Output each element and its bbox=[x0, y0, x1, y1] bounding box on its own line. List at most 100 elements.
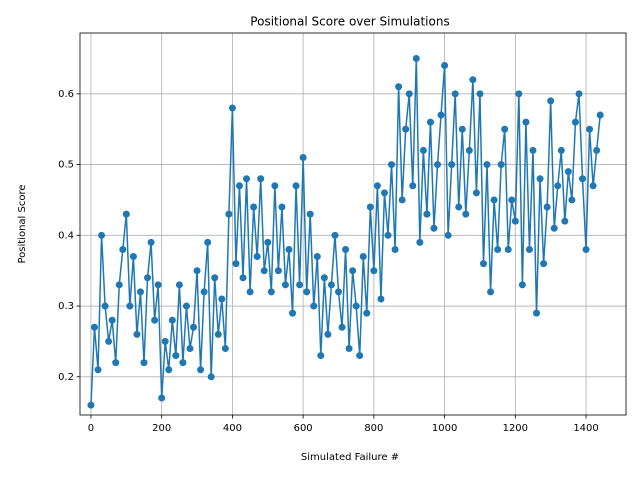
data-point bbox=[430, 224, 438, 232]
data-point bbox=[557, 146, 565, 154]
data-point bbox=[320, 274, 328, 282]
data-point bbox=[441, 62, 449, 70]
data-point bbox=[225, 210, 233, 218]
x-tick-label: 600 bbox=[294, 423, 313, 434]
data-point bbox=[281, 281, 289, 289]
data-point bbox=[547, 97, 555, 105]
data-point bbox=[87, 401, 95, 409]
data-point bbox=[126, 302, 134, 310]
data-point bbox=[190, 323, 198, 331]
data-point bbox=[200, 288, 208, 296]
data-point bbox=[105, 337, 113, 345]
data-point bbox=[299, 154, 307, 162]
data-point bbox=[342, 245, 350, 253]
data-point bbox=[568, 196, 576, 204]
data-point bbox=[331, 231, 339, 239]
data-point bbox=[306, 210, 314, 218]
data-point bbox=[324, 330, 332, 338]
data-point bbox=[115, 281, 123, 289]
data-point bbox=[147, 238, 155, 246]
data-point bbox=[579, 175, 587, 183]
data-point bbox=[165, 366, 173, 374]
x-tick-label: 0 bbox=[88, 423, 94, 434]
data-point bbox=[211, 274, 219, 282]
data-point bbox=[391, 245, 399, 253]
data-point bbox=[543, 203, 551, 211]
data-point bbox=[317, 352, 325, 360]
data-point bbox=[402, 125, 410, 133]
data-point bbox=[511, 217, 519, 225]
data-point bbox=[416, 238, 424, 246]
data-point bbox=[497, 161, 505, 169]
data-point bbox=[518, 281, 526, 289]
data-point bbox=[423, 210, 431, 218]
data-point bbox=[338, 323, 346, 331]
data-point bbox=[536, 175, 544, 183]
data-point bbox=[108, 316, 116, 324]
data-point bbox=[345, 345, 353, 353]
chart-title: Positional Score over Simulations bbox=[250, 15, 449, 29]
data-point bbox=[303, 288, 311, 296]
data-point bbox=[161, 337, 169, 345]
data-point bbox=[232, 260, 240, 268]
data-point bbox=[405, 90, 413, 98]
data-point bbox=[90, 323, 98, 331]
data-point bbox=[246, 288, 254, 296]
data-point bbox=[310, 302, 318, 310]
data-point bbox=[327, 281, 335, 289]
x-tick-label: 1200 bbox=[503, 423, 528, 434]
data-point bbox=[458, 125, 466, 133]
data-point bbox=[508, 196, 516, 204]
data-point bbox=[193, 267, 201, 275]
data-point bbox=[359, 253, 367, 261]
data-point bbox=[349, 267, 357, 275]
data-point bbox=[218, 295, 226, 303]
data-point bbox=[370, 267, 378, 275]
data-point bbox=[586, 125, 594, 133]
y-axis-label: Positional Score bbox=[17, 184, 28, 263]
data-point bbox=[122, 210, 130, 218]
data-point bbox=[593, 146, 601, 154]
x-tick-label: 1400 bbox=[573, 423, 598, 434]
data-point bbox=[243, 175, 251, 183]
data-point bbox=[289, 309, 297, 317]
data-point bbox=[504, 245, 512, 253]
y-tick-label: 0.2 bbox=[58, 372, 74, 383]
data-point bbox=[363, 309, 371, 317]
x-tick-label: 1000 bbox=[432, 423, 457, 434]
data-point bbox=[172, 352, 180, 360]
data-point bbox=[465, 146, 473, 154]
data-point bbox=[398, 196, 406, 204]
data-point bbox=[214, 330, 222, 338]
data-point bbox=[352, 302, 360, 310]
data-point bbox=[388, 161, 396, 169]
data-point bbox=[133, 330, 141, 338]
data-point bbox=[253, 253, 261, 261]
data-point bbox=[285, 245, 293, 253]
data-point bbox=[571, 118, 579, 126]
data-point bbox=[395, 83, 403, 91]
data-point bbox=[476, 90, 484, 98]
data-point bbox=[448, 161, 456, 169]
data-point bbox=[335, 288, 343, 296]
data-point bbox=[490, 196, 498, 204]
data-point bbox=[197, 366, 205, 374]
y-tick-label: 0.3 bbox=[58, 301, 74, 312]
x-tick-label: 400 bbox=[223, 423, 242, 434]
data-point bbox=[529, 146, 537, 154]
data-point bbox=[250, 203, 258, 211]
data-point bbox=[522, 118, 530, 126]
data-point bbox=[437, 111, 445, 119]
x-axis-label: Simulated Failure # bbox=[301, 452, 399, 463]
data-point bbox=[554, 182, 562, 190]
data-point bbox=[589, 182, 597, 190]
data-point bbox=[158, 394, 166, 402]
data-point bbox=[451, 90, 459, 98]
data-point bbox=[356, 352, 364, 360]
data-point bbox=[186, 345, 194, 353]
data-point bbox=[179, 359, 187, 367]
plot-area: 0 200 400 600 800 1000 1200 1400 0.2 0.3 0.4 0.5 0.6 bbox=[58, 33, 626, 434]
y-tick-label: 0.5 bbox=[58, 160, 74, 171]
data-point bbox=[296, 281, 304, 289]
data-point bbox=[257, 175, 265, 183]
